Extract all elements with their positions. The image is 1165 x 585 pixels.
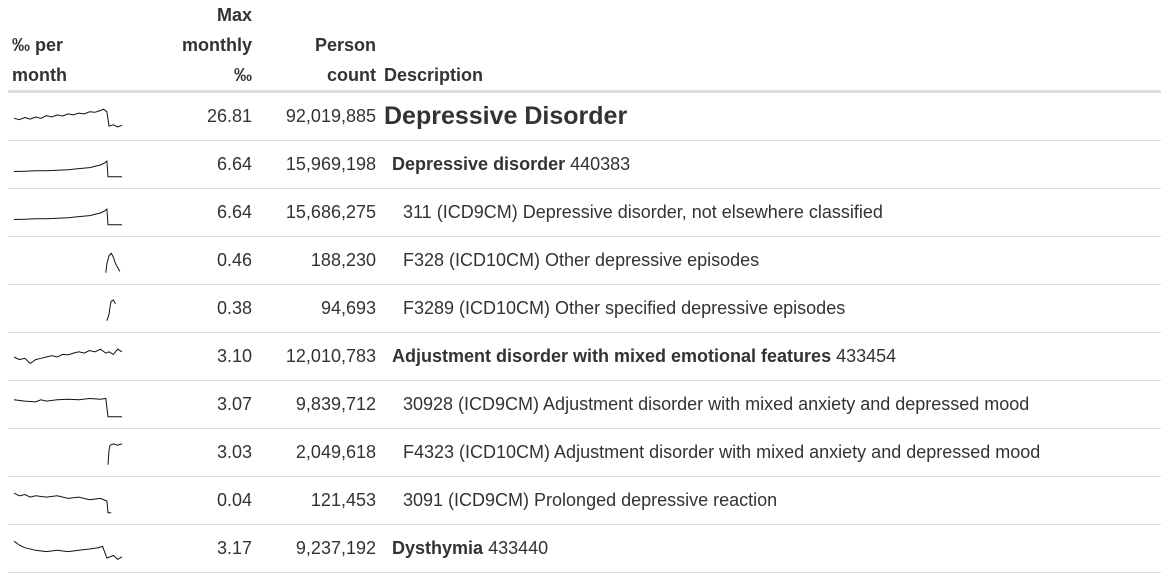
concept-description[interactable]: F3289 (ICD10CM) Other specified depressi…: [384, 298, 845, 319]
table-row[interactable]: 0.04 121,453 3091 (ICD9CM) Prolonged depre…: [8, 476, 1161, 525]
concept-name: 30928 (ICD9CM) Adjustment disorder with …: [403, 394, 1030, 414]
sparkline-cell: [8, 380, 138, 429]
sparkline-cell: [8, 332, 138, 381]
max-monthly-value: 3.03: [138, 428, 256, 477]
concept-name: F328 (ICD10CM) Other depressive episodes: [403, 250, 760, 270]
table-row[interactable]: 6.64 15,969,198 Depressive disorder 440383: [8, 140, 1161, 189]
max-monthly-value: 0.38: [138, 284, 256, 333]
sparkline-cell: [8, 524, 138, 573]
sparkline-chart: [13, 159, 122, 177]
max-monthly-value: 0.46: [138, 236, 256, 285]
description-cell: F3289 (ICD10CM) Other specified depressi…: [380, 284, 1161, 333]
concept-name: Depressive Disorder: [384, 102, 628, 130]
sparkline-chart: [13, 348, 123, 364]
max-monthly-value: 3.17: [138, 524, 256, 573]
sparkline-chart: [13, 207, 122, 225]
table-row[interactable]: 3.17 9,237,192 Dysthymia 433440: [8, 524, 1161, 573]
table-row[interactable]: 0.38 94,693 F3289 (ICD10CM) Other specifie…: [8, 284, 1161, 333]
sparkline-series: [107, 442, 123, 465]
person-count-value: 12,010,783: [256, 332, 380, 381]
concept-description[interactable]: Depressive disorder 440383: [384, 154, 630, 175]
person-count-value: 15,969,198: [256, 140, 380, 189]
concept-name: 311 (ICD9CM) Depressive disorder, not el…: [403, 202, 883, 222]
sparkline-series: [13, 159, 122, 177]
concept-description[interactable]: Adjustment disorder with mixed emotional…: [384, 346, 896, 367]
person-count-value: 9,237,192: [256, 524, 380, 573]
sparkline-series: [13, 492, 112, 513]
person-count-value: 9,839,712: [256, 380, 380, 429]
sparkline-cell: [8, 236, 138, 285]
sparkline-series: [13, 348, 123, 364]
concept-name: Depressive disorder: [392, 154, 566, 174]
header-person-count[interactable]: Person count: [256, 0, 380, 93]
description-cell: Adjustment disorder with mixed emotional…: [380, 332, 1161, 381]
sparkline-cell: [8, 428, 138, 477]
sparkline-cell: [8, 284, 138, 333]
person-count-value: 188,230: [256, 236, 380, 285]
concept-id: 433454: [836, 346, 897, 366]
max-monthly-value: 3.10: [138, 332, 256, 381]
concept-name: 3091 (ICD9CM) Prolonged depressive react…: [403, 490, 778, 510]
person-count-value: 92,019,885: [256, 91, 380, 141]
description-cell: Depressive Disorder: [380, 91, 1161, 141]
sparkline-cell: [8, 91, 138, 141]
person-count-value: 2,049,618: [256, 428, 380, 477]
concept-description[interactable]: Dysthymia 433440: [384, 538, 548, 559]
concept-description[interactable]: Depressive Disorder: [384, 102, 627, 131]
header-sparkline[interactable]: ‰ per month: [8, 0, 138, 93]
sparkline-cell: [8, 476, 138, 525]
table-row[interactable]: 3.10 12,010,783 Adjustment disorder with m…: [8, 332, 1161, 381]
person-count-value: 15,686,275: [256, 188, 380, 237]
description-cell: F4323 (ICD10CM) Adjustment disorder with…: [380, 428, 1161, 477]
sparkline-chart: [13, 540, 123, 560]
concept-description[interactable]: F328 (ICD10CM) Other depressive episodes: [384, 250, 759, 271]
table-row[interactable]: 0.46 188,230 F328 (ICD10CM) Other depressi…: [8, 236, 1161, 285]
max-monthly-value: 6.64: [138, 188, 256, 237]
concept-name: F4323 (ICD10CM) Adjustment disorder with…: [403, 442, 1041, 462]
concept-id: 433440: [488, 538, 549, 558]
sparkline-series: [13, 540, 123, 560]
sparkline-chart: [13, 108, 123, 127]
table-row[interactable]: 3.07 9,839,712 30928 (ICD9CM) Adjustment d…: [8, 380, 1161, 429]
header-row: ‰ per month Max monthly ‰ Person count D…: [8, 0, 1161, 93]
table-row[interactable]: 6.64 15,686,275 311 (ICD9CM) Depressive di…: [8, 188, 1161, 237]
concept-name: F3289 (ICD10CM) Other specified depressi…: [403, 298, 846, 318]
description-cell: 3091 (ICD9CM) Prolonged depressive react…: [380, 476, 1161, 525]
sparkline-cell: [8, 188, 138, 237]
header-max-monthly[interactable]: Max monthly ‰: [138, 0, 256, 93]
concept-table: ‰ per month Max monthly ‰ Person count D…: [8, 0, 1161, 573]
person-count-value: 121,453: [256, 476, 380, 525]
sparkline-series: [105, 251, 121, 273]
description-cell: Depressive disorder 440383: [380, 140, 1161, 189]
sparkline-cell: [8, 140, 138, 189]
concept-name: Adjustment disorder with mixed emotional…: [392, 346, 832, 366]
concept-description[interactable]: 30928 (ICD9CM) Adjustment disorder with …: [384, 394, 1029, 415]
concept-description[interactable]: F4323 (ICD10CM) Adjustment disorder with…: [384, 442, 1040, 463]
description-cell: F328 (ICD10CM) Other depressive episodes: [380, 236, 1161, 285]
sparkline-series: [106, 298, 116, 321]
person-count-value: 94,693: [256, 284, 380, 333]
sparkline-chart: [13, 397, 122, 417]
sparkline-chart: [105, 251, 121, 273]
sparkline-series: [13, 108, 123, 127]
sparkline-chart: [13, 492, 112, 513]
concept-description[interactable]: 3091 (ICD9CM) Prolonged depressive react…: [384, 490, 777, 511]
concept-name: Dysthymia: [392, 538, 484, 558]
header-description[interactable]: Description: [380, 0, 1161, 93]
concept-description[interactable]: 311 (ICD9CM) Depressive disorder, not el…: [384, 202, 883, 223]
description-cell: 30928 (ICD9CM) Adjustment disorder with …: [380, 380, 1161, 429]
table-row[interactable]: 26.81 92,019,885 Depressive Disorder: [8, 91, 1161, 141]
max-monthly-value: 3.07: [138, 380, 256, 429]
max-monthly-value: 6.64: [138, 140, 256, 189]
sparkline-chart: [107, 442, 123, 465]
table-row[interactable]: 3.03 2,049,618 F4323 (ICD10CM) Adjustment …: [8, 428, 1161, 477]
sparkline-chart: [106, 298, 116, 321]
sparkline-series: [13, 207, 122, 225]
description-cell: 311 (ICD9CM) Depressive disorder, not el…: [380, 188, 1161, 237]
sparkline-series: [13, 397, 122, 417]
max-monthly-value: 0.04: [138, 476, 256, 525]
max-monthly-value: 26.81: [138, 91, 256, 141]
description-cell: Dysthymia 433440: [380, 524, 1161, 573]
concept-id: 440383: [570, 154, 631, 174]
